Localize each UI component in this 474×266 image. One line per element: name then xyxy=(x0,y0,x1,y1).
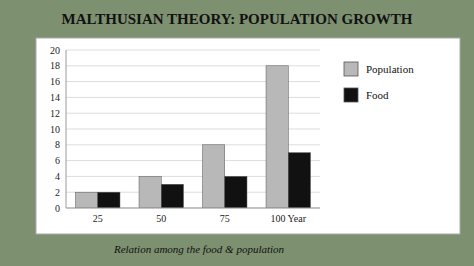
y-tick-label: 6 xyxy=(55,155,60,166)
x-tick-label: 25 xyxy=(93,213,103,224)
legend-swatch xyxy=(344,62,358,76)
x-axis xyxy=(66,208,320,209)
y-tick-label: 8 xyxy=(55,139,60,150)
y-tick-label: 12 xyxy=(50,108,60,119)
bar xyxy=(203,145,225,208)
x-tick-label: 75 xyxy=(220,213,230,224)
title: MALTHUSIAN THEORY: POPULATION GROWTH xyxy=(62,11,413,27)
bar xyxy=(76,192,98,208)
y-axis xyxy=(66,50,67,208)
y-tick-label: 2 xyxy=(55,187,60,198)
bar xyxy=(139,176,161,208)
background xyxy=(0,0,474,266)
legend-label: Food xyxy=(366,89,389,101)
bar xyxy=(288,153,310,208)
panel xyxy=(36,38,460,234)
grid-line xyxy=(66,50,320,51)
y-tick-label: 14 xyxy=(50,92,60,103)
legend-label: Population xyxy=(366,63,414,75)
bar xyxy=(266,66,288,208)
y-tick-label: 18 xyxy=(50,60,60,71)
grid-line xyxy=(66,208,320,209)
x-tick-label: 100 Year xyxy=(270,213,306,224)
x-axis-label: Relation among the food & population xyxy=(113,243,285,255)
chart: MALTHUSIAN THEORY: POPULATION GROWTH 0 2 4 6… xyxy=(0,0,474,266)
legend-swatch xyxy=(344,88,358,102)
bar xyxy=(98,192,120,208)
bars xyxy=(76,66,311,208)
bar xyxy=(225,176,247,208)
x-tick-label: 50 xyxy=(156,213,166,224)
y-tick-label: 0 xyxy=(55,203,60,214)
y-tick-label: 20 xyxy=(50,45,60,56)
bar xyxy=(161,184,183,208)
y-tick-label: 4 xyxy=(55,171,60,182)
y-tick-label: 16 xyxy=(50,76,60,87)
y-tick-label: 10 xyxy=(50,124,60,135)
